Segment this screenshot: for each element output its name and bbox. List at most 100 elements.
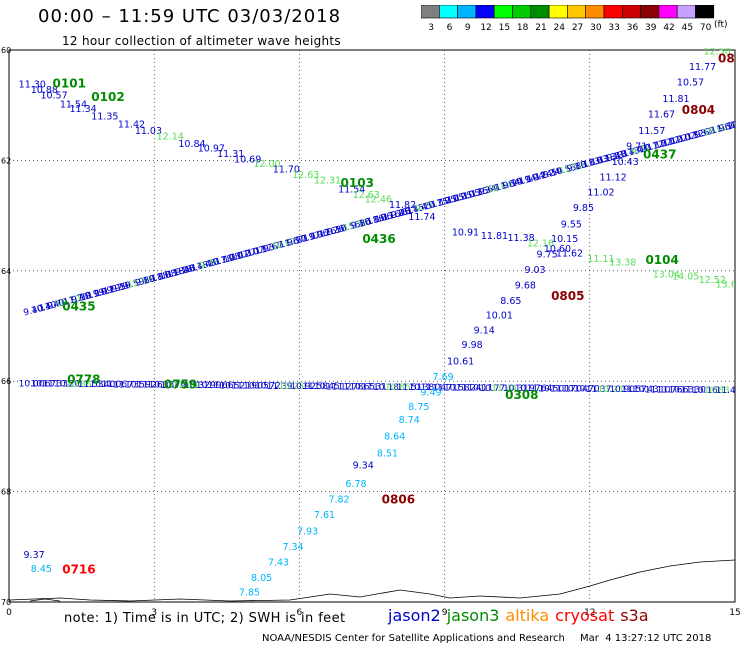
swh-value: 13.60 [716, 279, 740, 290]
swh-value: 11.57 [638, 126, 665, 137]
pass-label: 0102 [91, 90, 124, 104]
footer-credit: NOAA/NESDIS Center for Satellite Applica… [262, 633, 565, 644]
swh-value: 10.43 [612, 157, 639, 168]
scale-label: 33 [608, 23, 619, 33]
swh-value: 10.23 [598, 385, 624, 395]
pass-label: 0308 [505, 388, 538, 402]
footer-note: note: 1) Time is in UTC; 2) SWH is in fe… [64, 611, 346, 626]
swh-value: 9.14 [474, 326, 495, 337]
swh-value: 12.63 [353, 190, 380, 201]
swh-value: 10.43 [633, 385, 659, 395]
pass-label: 0802 [718, 52, 740, 66]
swh-value: 10.13 [149, 381, 175, 391]
swh-value: 11.70 [273, 165, 300, 176]
swh-value: 9.86 [350, 217, 372, 232]
swh-value: 9.62 [694, 126, 716, 141]
swh-value: 10.63 [668, 386, 694, 396]
swh-value: 7.34 [282, 542, 303, 553]
scale-label: 27 [572, 23, 583, 33]
satellite-legend: jason2 jason3 altika cryosat s3a [388, 606, 655, 625]
swh-value: 11.12 [326, 382, 352, 392]
swh-value: 6.10 [33, 605, 54, 616]
swh-value: 10.00 [19, 379, 45, 389]
swh-value: 10.57 [40, 91, 67, 102]
swh-value: 8.64 [384, 432, 405, 443]
pass-label: 0759 [164, 377, 197, 391]
swh-value: 10.05 [243, 382, 269, 392]
swh-value: 10.15 [551, 234, 578, 245]
swh-value: 9.43 [606, 149, 628, 164]
swh-value: 11.06 [101, 380, 127, 390]
swh-value: 11.37 [586, 385, 612, 395]
swh-value: 9.48 [174, 264, 196, 279]
swh-value: 7.61 [314, 510, 335, 521]
swh-value: 7.69 [433, 372, 454, 383]
swh-value: 10.83 [704, 386, 730, 396]
swh-value: 11.34 [70, 104, 97, 115]
swh-value: 9.67 [262, 240, 284, 255]
swh-value: 12.63 [292, 170, 319, 181]
x-tick-label: 12 [584, 608, 595, 618]
x-tick-label: 6 [297, 608, 303, 618]
satellite-jason2: jason2 [388, 606, 441, 625]
swh-value: 9.68 [515, 280, 536, 291]
swh-value: 11.02 [587, 188, 614, 199]
color-scale-legend: 3 6 9 12 15 18 21 24 27 30 33 36 39 42 45 70 [421, 5, 715, 33]
swh-value: 11.12 [599, 172, 626, 183]
swh-value: 11.58 [302, 382, 328, 392]
swh-value: 11.33 [42, 380, 68, 390]
swh-value: 11.38 [508, 233, 535, 244]
swh-value: 11.81 [662, 94, 689, 105]
swh-value: 11.53 [78, 380, 104, 390]
pass-label: 0778 [67, 372, 100, 386]
swh-value: 8.65 [500, 296, 521, 307]
swh-value: 10.04 [562, 385, 588, 395]
swh-value: 10.70 [574, 385, 600, 395]
swh-value: 10.84 [178, 139, 205, 150]
y-tick-label: 62 [1, 156, 11, 165]
swh-value: 11.77 [728, 14, 740, 25]
swh-value: 10.86 [66, 380, 92, 390]
swh-value: 10.40 [90, 380, 116, 390]
pass-label: 0103 [341, 176, 374, 190]
swh-value: 10.69 [234, 155, 261, 166]
swh-value: 7.43 [268, 558, 289, 569]
swh-value: 12.52 [699, 275, 726, 286]
swh-value: 12.31 [314, 176, 341, 187]
data-layer: 9.4010.4011.409.7010.7011.709.9910.9911.… [19, 14, 740, 616]
swh-value: 11.54 [338, 184, 365, 195]
swh-value: 10.99 [196, 381, 222, 391]
swh-value: 10.77 [479, 384, 505, 394]
swh-value: 10.20 [54, 380, 80, 390]
swh-value: 9.72 [630, 143, 652, 158]
coastline [29, 598, 61, 602]
x-tick-label: 15 [729, 608, 740, 618]
swh-value: 8.05 [251, 573, 272, 584]
swh-value: 11.74 [408, 212, 435, 223]
scale-label: 12 [480, 23, 491, 33]
swh-value: 11.51 [397, 383, 423, 393]
swh-value: 10.91 [452, 227, 479, 238]
scale-label: 18 [517, 23, 529, 33]
x-tick-label: 9 [442, 608, 448, 618]
swh-value: 11.31 [217, 149, 244, 160]
swh-value: 9.49 [420, 388, 441, 399]
x-tick-label: 3 [151, 608, 157, 618]
y-tick-label: 68 [1, 488, 11, 497]
swh-value: 9.75 [414, 200, 436, 215]
swh-value: 10.16 [692, 386, 718, 396]
swh-value: 11.24 [456, 384, 482, 394]
swh-value: 10.59 [125, 380, 151, 390]
pass-label: 0101 [53, 77, 86, 91]
swh-value: 9.03 [524, 265, 545, 276]
swh-value: 10.38 [409, 383, 435, 393]
swh-value: 11.76 [711, 31, 738, 42]
swh-value: 11.73 [113, 380, 139, 390]
swh-value: 10.90 [609, 385, 635, 395]
coastline [8, 559, 736, 602]
swh-value: 10.01 [486, 310, 513, 321]
swh-value: 11.81 [481, 231, 508, 242]
swh-value: 9.37 [24, 550, 45, 561]
scale-label: 39 [645, 23, 657, 33]
satellite-altika: altika [505, 606, 550, 625]
